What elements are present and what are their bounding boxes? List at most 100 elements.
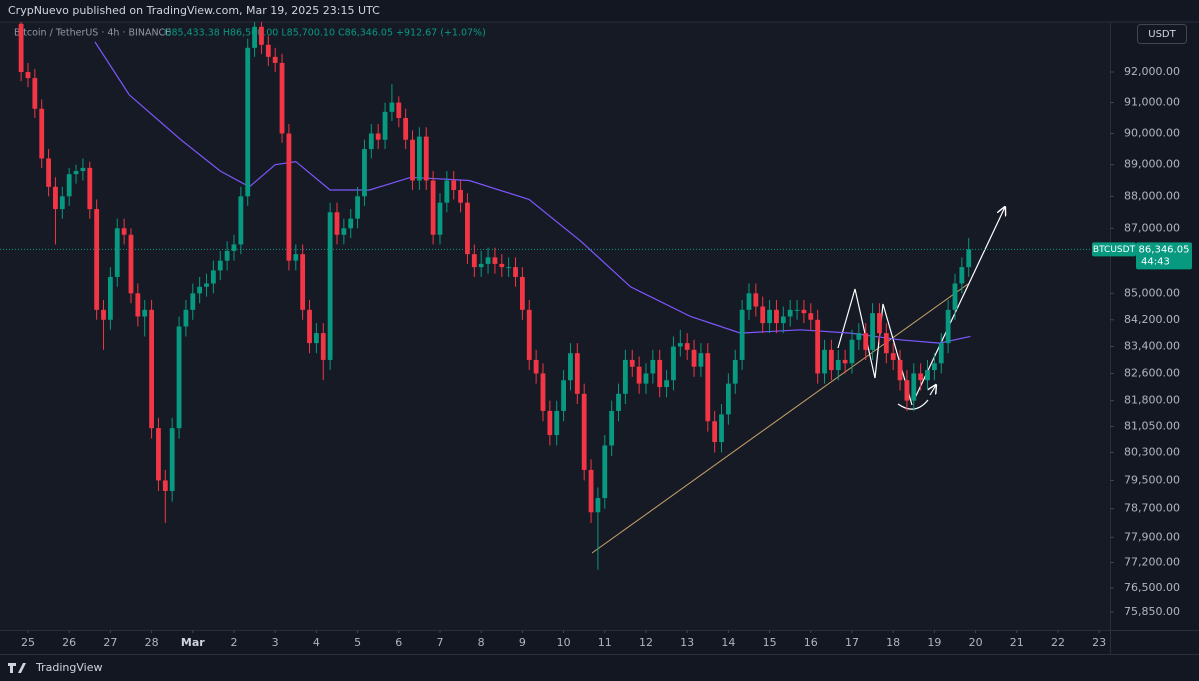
candle-body [101,309,106,320]
y-tick-label: 90,000.00 [1124,126,1180,139]
legend-symbol: Bitcoin / TetherUS · 4h · BINANCE [14,28,171,39]
y-tick-label: 91,000.00 [1124,96,1180,109]
candle-body [478,263,484,268]
candle-body [883,333,889,354]
candle-body [746,293,752,310]
x-tick-label: 21 [1010,636,1024,649]
projection-arrow [914,207,1005,399]
x-tick-label: Mar [181,636,205,649]
candle-body [73,171,79,175]
y-tick-label: 78,700.00 [1124,502,1180,515]
x-tick-label: 2 [230,636,237,649]
candle-body [156,428,161,481]
currency-button[interactable] [1137,24,1187,44]
candle-body [416,136,422,181]
candle-body [561,380,566,411]
candle-body [911,373,917,401]
header-title: CrypNuevo published on TradingView.com, … [8,4,380,17]
candle-body [959,267,965,284]
candle-body [945,309,951,344]
candle-body [389,102,395,112]
candle-body [410,139,415,181]
candle-body [581,393,587,470]
y-tick-label: 82,600.00 [1124,366,1180,379]
candle-body [66,174,72,197]
candle-body [307,309,312,344]
candle-body [485,257,491,264]
candle-body [856,333,862,340]
y-tick-label: 84,200.00 [1124,313,1180,326]
y-tick-label: 79,500.00 [1124,473,1180,486]
candle-body [204,283,209,287]
candle-body [698,353,704,367]
x-tick-label: 22 [1051,636,1065,649]
candle-body [231,244,237,251]
candle-body [471,254,477,268]
x-tick-label: 14 [721,636,735,649]
candle-body [80,167,86,172]
candle-body [293,254,299,261]
symbol-tag: BTCUSDT [1093,245,1136,255]
candle-body [375,133,381,140]
x-tick-label: 11 [598,636,612,649]
candle-body [595,498,601,513]
candle-body [657,359,663,388]
candle-body [684,343,690,350]
y-tick-label: 83,400.00 [1124,339,1180,352]
y-tick-label: 85,000.00 [1124,286,1180,299]
y-tick-label: 87,000.00 [1124,221,1180,234]
x-tick-label: 5 [354,636,361,649]
candle-body [767,309,772,324]
candle-body [602,445,608,499]
x-tick-label: 13 [680,636,694,649]
candle-body [616,393,621,411]
candle-body [677,343,683,347]
candle-body [938,343,944,364]
candle-body [265,44,271,57]
candle-body [877,313,882,334]
candle-body [403,117,409,140]
candle-body [732,359,738,384]
currency-label[interactable]: USDT [1148,29,1176,40]
candle-body [863,333,869,350]
candle-body [925,370,930,381]
candle-body [458,189,463,203]
candle-body [753,293,759,307]
candle-body [224,250,230,261]
candle-body [18,23,24,73]
candle-body [327,212,333,360]
candle-body [801,309,807,314]
candle-body [629,359,635,367]
candle-body [334,212,340,235]
candle-body [835,359,841,371]
candle-body [32,78,38,109]
y-tick-label: 88,000.00 [1124,189,1180,202]
candle-body [739,309,745,360]
candle-body [437,202,443,235]
candle-body [671,346,676,381]
candle-body [828,349,834,371]
candle-body [286,133,292,261]
candle-body [135,293,141,317]
candle-body [121,228,127,235]
candle-body [533,359,539,374]
candle-body [725,383,731,415]
x-tick-label: 7 [436,636,443,649]
candle-body [780,316,786,324]
candle-body [705,353,711,422]
candle-body [272,56,278,63]
candle-body [430,180,436,235]
y-tick-label: 77,900.00 [1124,530,1180,543]
candle-body [176,326,182,429]
footer-brand: TradingView [35,661,102,674]
x-tick-label: 20 [969,636,983,649]
y-tick-label: 80,300.00 [1124,445,1180,458]
candle-body [554,410,560,436]
candle-body [822,349,827,374]
candle-body [870,313,875,350]
candle-body [396,102,402,118]
candle-body [897,359,903,381]
plot [0,22,1110,570]
candle-body [362,149,367,197]
candle-body [197,286,203,294]
